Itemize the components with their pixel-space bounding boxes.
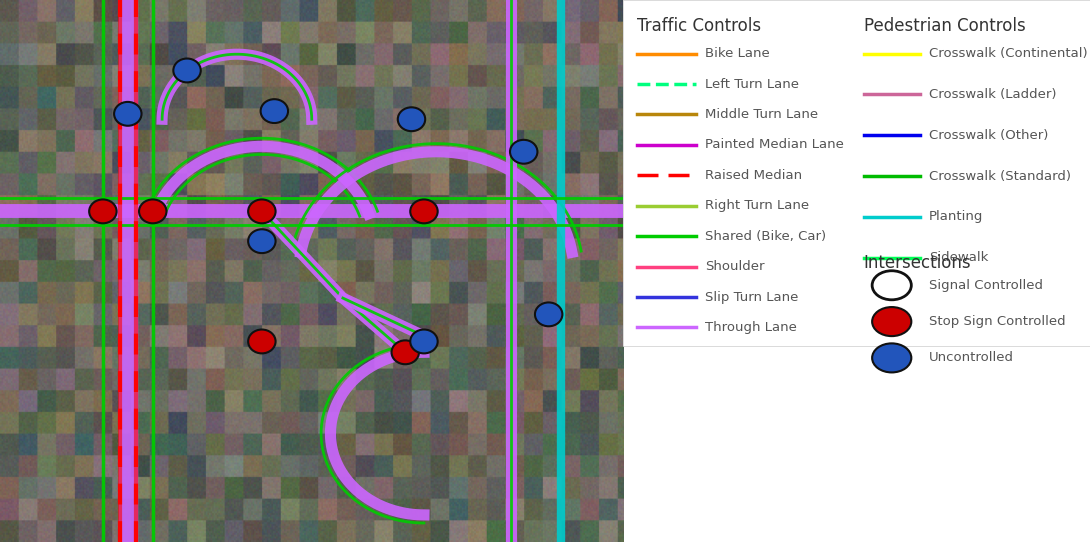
Circle shape <box>249 199 276 223</box>
Text: Sidewalk: Sidewalk <box>929 251 989 264</box>
Text: Crosswalk (Standard): Crosswalk (Standard) <box>929 170 1071 183</box>
Circle shape <box>89 199 117 223</box>
Text: Traffic Controls: Traffic Controls <box>638 17 762 35</box>
Circle shape <box>410 199 438 223</box>
Circle shape <box>872 271 911 300</box>
Text: Crosswalk (Continental): Crosswalk (Continental) <box>929 47 1088 60</box>
Text: Right Turn Lane: Right Turn Lane <box>705 199 809 212</box>
Text: Raised Median: Raised Median <box>705 169 802 182</box>
Text: Slip Turn Lane: Slip Turn Lane <box>705 291 799 304</box>
Circle shape <box>249 229 276 253</box>
Circle shape <box>872 344 911 372</box>
Text: Crosswalk (Ladder): Crosswalk (Ladder) <box>929 88 1056 101</box>
Circle shape <box>872 307 911 336</box>
Circle shape <box>173 59 201 82</box>
Text: Pedestrian Controls: Pedestrian Controls <box>863 17 1026 35</box>
Circle shape <box>410 330 438 353</box>
Circle shape <box>249 330 276 353</box>
Text: Left Turn Lane: Left Turn Lane <box>705 78 799 91</box>
Circle shape <box>510 140 537 164</box>
Text: Shared (Bike, Car): Shared (Bike, Car) <box>705 230 826 243</box>
Circle shape <box>114 102 142 126</box>
Text: Crosswalk (Other): Crosswalk (Other) <box>929 128 1049 141</box>
Text: Middle Turn Lane: Middle Turn Lane <box>705 108 819 121</box>
Text: Intersections: Intersections <box>863 254 971 272</box>
Text: Signal Controlled: Signal Controlled <box>929 279 1043 292</box>
Circle shape <box>535 302 562 326</box>
Text: Bike Lane: Bike Lane <box>705 47 770 60</box>
Text: Planting: Planting <box>929 210 983 223</box>
Circle shape <box>261 99 288 123</box>
Circle shape <box>391 340 419 364</box>
Text: Uncontrolled: Uncontrolled <box>929 351 1014 364</box>
Circle shape <box>140 199 167 223</box>
Text: Painted Median Lane: Painted Median Lane <box>705 138 844 151</box>
Text: Through Lane: Through Lane <box>705 321 797 334</box>
Text: Shoulder: Shoulder <box>705 260 764 273</box>
Text: Stop Sign Controlled: Stop Sign Controlled <box>929 315 1066 328</box>
Circle shape <box>398 107 425 131</box>
